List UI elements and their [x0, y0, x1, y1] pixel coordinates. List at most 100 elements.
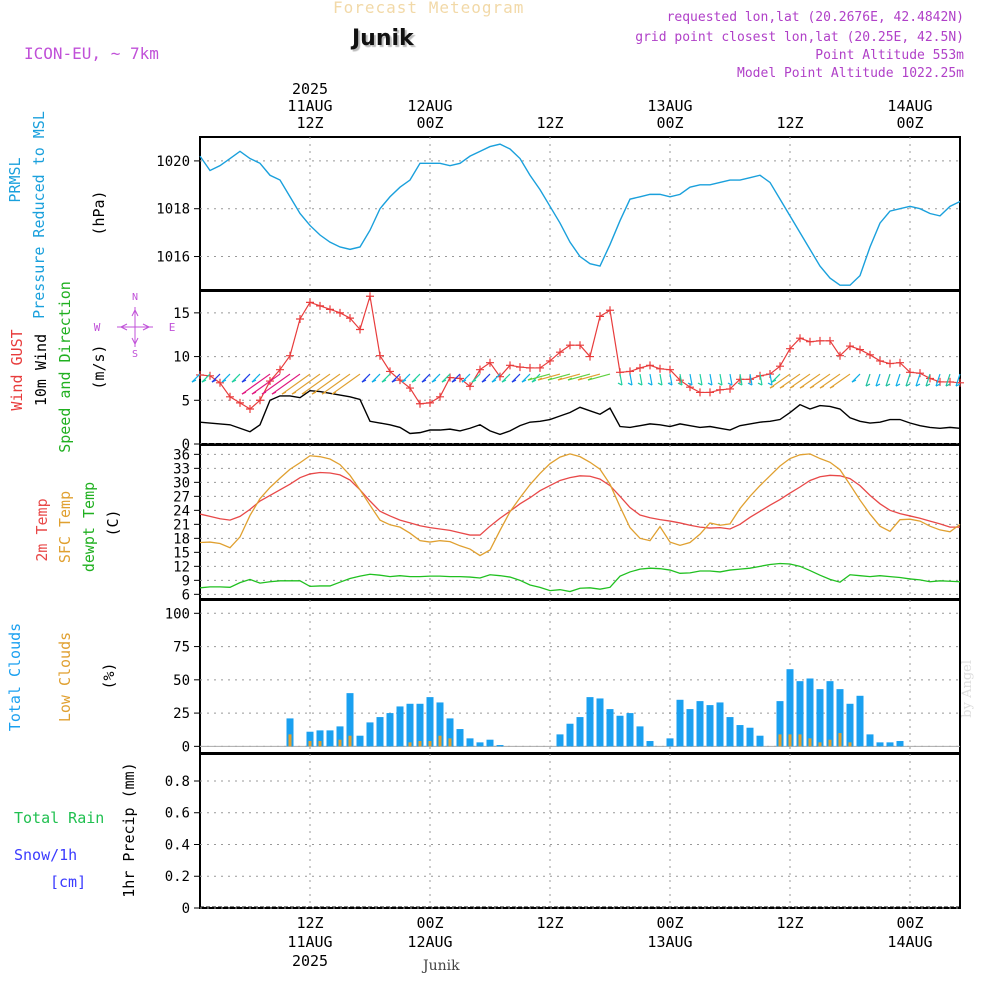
gust-marker — [916, 369, 924, 378]
top-time-label: 14AUG — [887, 97, 932, 115]
wind-arrowhead — [201, 379, 207, 383]
top-time-label: 2025 — [292, 80, 328, 98]
total-cloud-bar — [646, 741, 654, 747]
low-cloud-bar — [438, 735, 442, 747]
y-tick-label: 0 — [182, 901, 190, 917]
y-tick-label: 27 — [173, 489, 190, 505]
wind-arrowhead — [501, 379, 507, 383]
wind-arrowhead — [769, 385, 775, 389]
wind-arrowhead — [779, 385, 785, 389]
y-tick-label: 0.4 — [165, 837, 190, 853]
wind-arrow — [669, 373, 673, 386]
y-tick-label: 12 — [173, 559, 190, 575]
wind-arrowhead — [381, 379, 387, 383]
total-cloud-bar — [876, 742, 884, 747]
gust-marker — [366, 292, 374, 301]
wind-arrowhead — [809, 385, 815, 389]
bottom-time-label: 00Z — [896, 914, 923, 932]
top-time-label: 13AUG — [647, 97, 692, 115]
wind-arrow — [261, 373, 291, 395]
point-altitude: Point Altitude 553m — [815, 48, 964, 63]
total-cloud-bar — [686, 709, 694, 747]
total-cloud-bar — [416, 703, 424, 747]
gust-marker — [876, 356, 884, 365]
wind-dir-label: Speed and Direction — [56, 281, 74, 453]
gust-marker — [246, 405, 254, 414]
total-cloud-bar — [446, 718, 454, 747]
panel-pressure: 1016 1018 1020 — [156, 136, 961, 291]
top-time-label: 12Z — [776, 114, 803, 132]
gust-marker — [856, 345, 864, 354]
wind-arrowhead — [895, 383, 901, 387]
gust-marker — [536, 363, 544, 372]
low-cloud-bar — [288, 734, 292, 747]
gust-marker — [486, 358, 494, 367]
gust-marker — [796, 334, 804, 343]
wind-arrowhead — [221, 379, 227, 383]
low-cloud-bar — [408, 742, 412, 747]
gust-marker — [786, 344, 794, 353]
wind-arrow — [251, 373, 281, 395]
wind-arrow — [291, 373, 321, 395]
temp-unit: (C) — [104, 509, 122, 536]
gust-marker — [606, 306, 614, 315]
wind-arrow — [567, 373, 591, 381]
total-cloud-bar — [426, 697, 434, 747]
total-cloud-bar — [856, 695, 864, 747]
wind-arrow — [577, 373, 601, 381]
wind-arrowhead — [727, 382, 733, 386]
y-tick-label: 24 — [173, 503, 190, 519]
wind-arrowhead — [851, 379, 857, 383]
wind-arrowhead — [955, 383, 961, 387]
total-cloud-bar — [436, 702, 444, 747]
compass-e: E — [169, 321, 176, 334]
model-altitude: Model Point Altitude 1022.25m — [737, 66, 964, 81]
total-cloud-bar — [356, 735, 364, 747]
wind-arrowhead — [211, 379, 217, 383]
gust-marker — [306, 298, 314, 307]
location-title: Junik — [352, 26, 414, 51]
wind-arrow — [659, 373, 663, 386]
total-cloud-bar — [366, 722, 374, 747]
total-cloud-bar — [616, 715, 624, 747]
bottom-time-label: 12Z — [536, 914, 563, 932]
bottom-time-label: 13AUG — [647, 933, 692, 951]
gust-marker — [436, 392, 444, 401]
bottom-time-label: 2025 — [292, 952, 328, 970]
total-cloud-bar — [826, 681, 834, 747]
compass-n: N — [132, 292, 138, 303]
wind-arrowhead — [261, 391, 267, 395]
wind-arrowhead — [331, 391, 337, 395]
wind-arrowhead — [461, 379, 467, 383]
low-cloud-bar — [448, 738, 452, 747]
wind-arrow — [331, 373, 361, 395]
wind-arrowhead — [747, 382, 753, 386]
total-cloud-bar — [736, 725, 744, 747]
gust-marker — [776, 362, 784, 371]
wind-arrowhead — [567, 377, 573, 381]
wind-arrowhead — [391, 379, 397, 383]
total-cloud-bar — [286, 718, 294, 747]
gust-marker — [406, 384, 414, 393]
wind-arrowhead — [471, 379, 477, 383]
total-cloud-bar — [846, 703, 854, 747]
wind-arrow — [719, 373, 723, 386]
wind-10m-label: 10m Wind — [32, 334, 50, 406]
wind-arrowhead — [757, 382, 763, 386]
gust-marker — [196, 370, 204, 379]
clouds-unit: (%) — [100, 662, 118, 689]
top-time-label: 00Z — [656, 114, 683, 132]
gust-marker — [716, 385, 724, 394]
low-cloud-bar — [818, 742, 822, 747]
wind-arrowhead — [251, 379, 257, 383]
wind-arrowhead — [885, 383, 891, 387]
total-cloud-bar — [636, 726, 644, 747]
wind-arrow — [915, 373, 921, 387]
total-cloud-bar — [586, 697, 594, 747]
wind-arrowhead — [667, 382, 673, 386]
wind-arrowhead — [789, 385, 795, 389]
top-time-label: 12Z — [536, 114, 563, 132]
low-cloud-bar — [348, 735, 352, 747]
total-cloud-bar — [726, 717, 734, 747]
low-cloud-bar — [778, 734, 782, 747]
